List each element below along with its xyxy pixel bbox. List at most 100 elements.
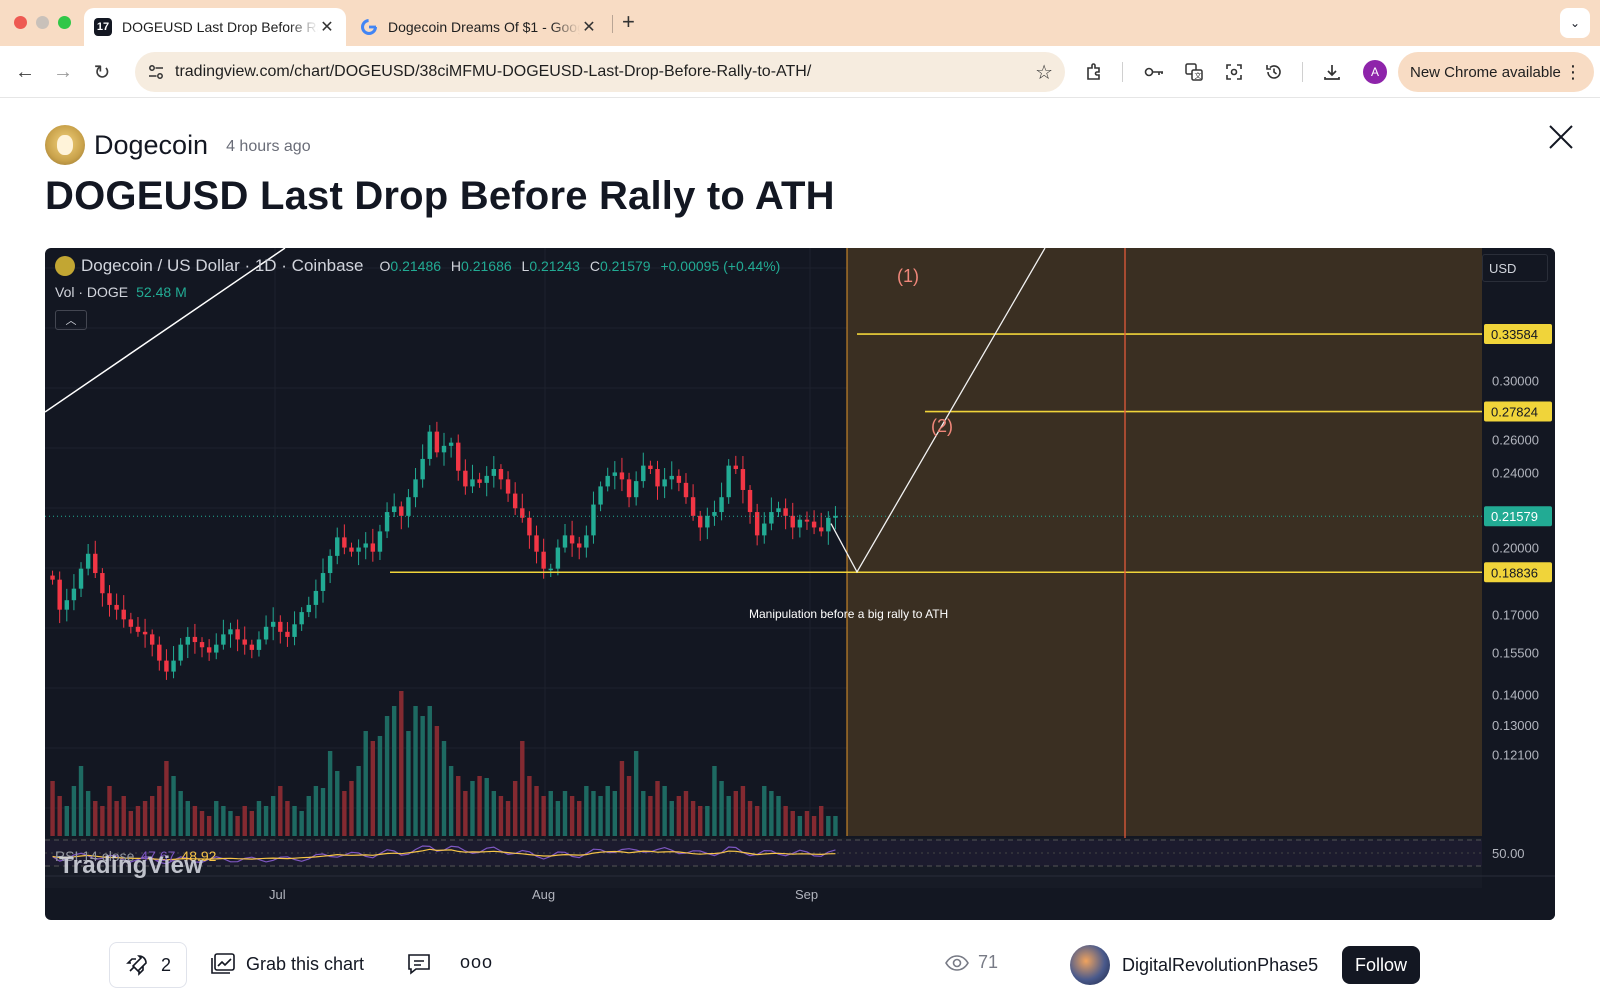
candle — [299, 612, 304, 625]
volume-bar — [498, 796, 504, 836]
volume-bar — [299, 811, 304, 836]
price-badge — [1484, 324, 1552, 345]
follow-button[interactable]: Follow — [1342, 946, 1420, 984]
rsi-ma-value: 48.92 — [181, 848, 217, 864]
candle — [747, 489, 753, 513]
address-bar[interactable]: tradingview.com/chart/DOGEUSD/38ciMFMU-D… — [135, 52, 1065, 92]
rsi-band — [45, 840, 1482, 866]
volume-bar — [512, 781, 518, 836]
profile-avatar[interactable]: A — [1363, 60, 1387, 84]
volume-bar — [306, 796, 311, 836]
candle — [612, 472, 618, 476]
password-key-icon[interactable] — [1142, 60, 1166, 84]
volume-bar — [93, 801, 98, 836]
tab-close-icon[interactable]: ✕ — [320, 19, 334, 36]
back-arrow-icon[interactable]: ← — [15, 60, 35, 83]
comment-icon[interactable] — [406, 952, 432, 976]
volume-bar — [690, 801, 696, 836]
currency-selector[interactable]: USD — [1482, 254, 1548, 282]
publisher-name[interactable]: DigitalRevolutionPhase5 — [1122, 954, 1319, 975]
candle — [527, 517, 532, 536]
views-counter: 71 — [944, 952, 998, 973]
volume-bar — [342, 791, 347, 836]
volume-bar — [292, 806, 297, 836]
candle — [199, 642, 205, 648]
symbol-label[interactable]: Dogecoin / US Dollar · 1D · Coinbase — [81, 256, 364, 275]
publisher-avatar[interactable] — [1070, 945, 1110, 985]
reload-icon[interactable]: ↻ — [93, 61, 111, 84]
author-avatar[interactable] — [45, 125, 85, 165]
price-chart[interactable]: (1) (2) Manipulation before a big rally to… — [45, 248, 1555, 920]
volume-bar — [797, 816, 803, 836]
price-badge — [1484, 562, 1552, 583]
candle — [676, 475, 682, 483]
candle — [740, 469, 746, 490]
grab-chart-button[interactable]: Grab this chart — [210, 952, 364, 976]
volume-bar — [584, 786, 589, 836]
window-maximize-button[interactable] — [58, 16, 71, 29]
volume-bar — [149, 796, 155, 836]
candle — [157, 644, 162, 661]
forward-arrow-icon[interactable]: → — [53, 60, 73, 83]
collapse-legend-chevron-icon[interactable]: ︿ — [55, 310, 87, 330]
price-tick-label: 0.15500 — [1492, 646, 1539, 661]
lens-screenshot-icon[interactable] — [1222, 60, 1246, 84]
candle — [391, 506, 397, 513]
ohlc-values: O0.21486 H0.21686 L0.21243 C0.21579 +0.0… — [379, 258, 781, 274]
candle — [712, 512, 717, 516]
more-options-icon[interactable]: ooo — [460, 952, 494, 972]
tab-close-icon[interactable]: ✕ — [582, 19, 596, 36]
tab-title: Dogecoin Dreams Of $1 - Google — [388, 19, 580, 35]
volume-bar — [249, 811, 255, 836]
bookmark-star-icon[interactable]: ☆ — [1035, 62, 1053, 84]
volume-bar — [263, 806, 269, 836]
candle — [598, 486, 603, 505]
candle — [214, 644, 219, 653]
close-icon[interactable] — [1546, 122, 1576, 152]
browser-tab-active[interactable]: 17 DOGEUSD Last Drop Before Rally to ATH… — [84, 8, 346, 46]
chart-canvas[interactable]: (1) (2) Manipulation before a big rally to… — [45, 248, 1555, 920]
candle — [769, 512, 774, 524]
volume-bar — [206, 816, 212, 836]
new-chrome-available-button[interactable]: New Chrome available ⋮ — [1398, 52, 1594, 92]
publisher[interactable]: DigitalRevolutionPhase5 — [1070, 945, 1318, 985]
tab-search-chevron-icon[interactable]: ⌄ — [1560, 8, 1590, 38]
candle — [121, 609, 126, 620]
author-name[interactable]: Dogecoin — [94, 129, 209, 160]
candle — [114, 604, 119, 610]
volume-bar — [50, 781, 55, 836]
browser-tab-inactive[interactable]: Dogecoin Dreams Of $1 - Google ✕ — [350, 8, 608, 46]
volume-bar — [128, 811, 134, 836]
candle — [719, 497, 724, 513]
volume-bar — [676, 796, 682, 836]
toolbar-separator — [1122, 62, 1123, 82]
volume-bar — [57, 796, 62, 836]
candle — [50, 575, 55, 580]
candle — [363, 543, 368, 548]
new-tab-icon[interactable]: + — [622, 9, 635, 34]
volume-bar — [349, 781, 354, 836]
extensions-icon[interactable] — [1082, 60, 1106, 84]
candle — [605, 475, 610, 487]
volume-bar — [192, 806, 198, 836]
volume-bar — [612, 791, 618, 836]
candle — [384, 512, 390, 532]
volume-bar — [698, 806, 703, 836]
volume-label: Vol · DOGE — [55, 284, 129, 300]
candle — [149, 634, 155, 645]
site-info-icon[interactable] — [147, 63, 165, 81]
candle — [221, 634, 226, 645]
window-close-button[interactable] — [14, 16, 27, 29]
volume-bar — [434, 726, 440, 836]
history-icon[interactable] — [1262, 60, 1286, 84]
translate-icon[interactable]: 文 — [1182, 60, 1206, 84]
candle — [85, 553, 91, 569]
window-minimize-button[interactable] — [36, 16, 49, 29]
candle — [64, 600, 69, 610]
candle — [413, 479, 418, 498]
price-badge — [1484, 506, 1552, 527]
candle — [228, 629, 233, 635]
candle — [178, 644, 183, 661]
boost-button[interactable]: 2 — [109, 942, 187, 988]
download-icon[interactable] — [1320, 60, 1344, 84]
